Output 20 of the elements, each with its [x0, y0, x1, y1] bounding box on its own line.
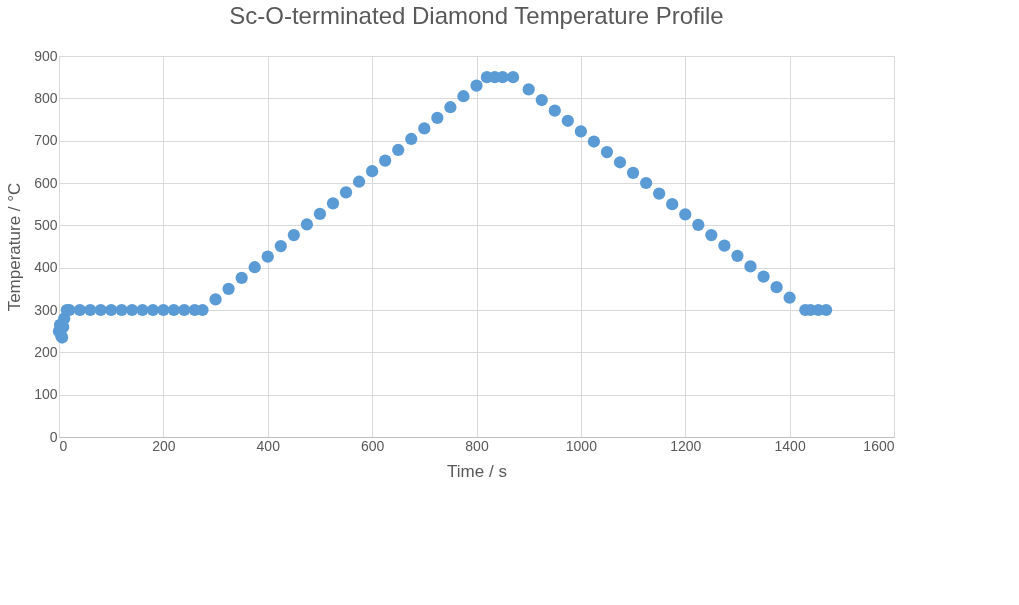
x-axis-title: Time / s: [447, 461, 507, 481]
x-tick-label: 1000: [565, 437, 598, 454]
y-tick-label: 400: [34, 259, 58, 276]
x-tick-label: 200: [152, 437, 176, 454]
y-tick-label: 300: [34, 301, 58, 318]
y-tick-label: 500: [34, 216, 58, 233]
x-tick-label: 400: [256, 437, 281, 454]
x-tick-label: 800: [465, 437, 489, 454]
x-tick-label: 1200: [670, 437, 702, 454]
y-tick-label: 700: [34, 132, 58, 149]
x-tick-label: 1600: [863, 437, 895, 454]
y-axis-title: Temperature / °C: [5, 182, 25, 312]
y-tick-label: 200: [34, 343, 58, 360]
y-tick-label: 600: [34, 174, 58, 191]
chart-title: Sc-O-terminated Diamond Temperature Profile: [229, 2, 724, 29]
x-tick-label: 1400: [774, 437, 806, 454]
y-tick-label: 900: [34, 47, 58, 64]
y-tick-label: 800: [34, 89, 58, 106]
y-tick-label: 100: [34, 386, 58, 403]
x-tick-label: 600: [360, 437, 385, 454]
